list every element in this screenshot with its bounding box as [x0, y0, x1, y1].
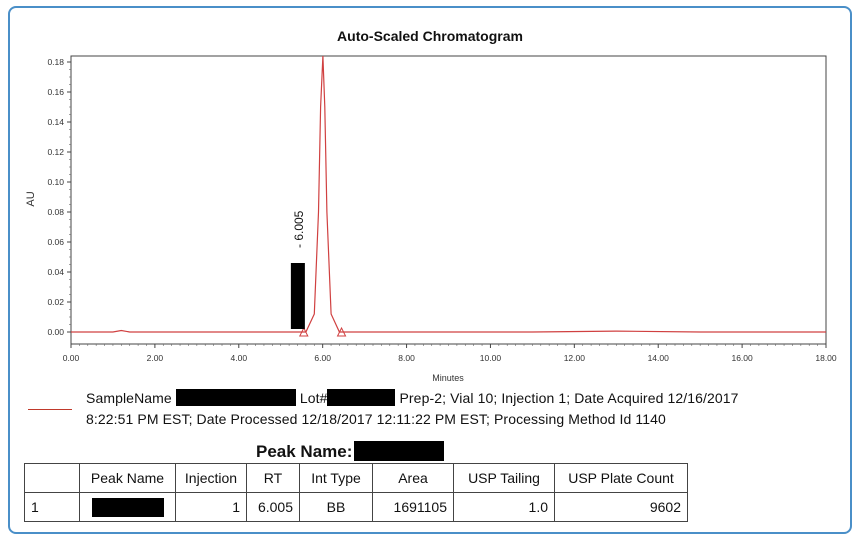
peak-table: Peak Name Injection RT Int Type Area USP…	[24, 463, 688, 522]
y-tick-label: 0.02	[47, 297, 64, 307]
cell-usp-tailing: 1.0	[453, 492, 555, 522]
x-tick-label: 0.00	[63, 353, 80, 363]
header-area: Area	[372, 463, 454, 493]
x-tick-label: 16.00	[731, 353, 753, 363]
peak-table-header: Peak Name Injection RT Int Type Area USP…	[24, 463, 688, 493]
y-tick-label: 0.16	[47, 87, 64, 97]
y-tick-label: 0.14	[47, 117, 64, 127]
header-int-type: Int Type	[299, 463, 373, 493]
y-tick-label: 0.10	[47, 177, 64, 187]
cell-peak-name	[79, 492, 176, 522]
integration-marker	[336, 326, 347, 337]
x-tick-label: 6.00	[314, 353, 331, 363]
y-tick-label: 0.00	[47, 327, 64, 337]
peak-name-title: Peak Name:	[256, 441, 445, 462]
header-peak-name: Peak Name	[79, 463, 176, 493]
header-index	[24, 463, 80, 493]
header-usp-plate-count: USP Plate Count	[554, 463, 688, 493]
x-tick-label: 18.00	[815, 353, 837, 363]
chart-title: Auto-Scaled Chromatogram	[337, 28, 523, 44]
cell-int-type: BB	[299, 492, 373, 522]
x-axis-label: Minutes	[432, 373, 464, 383]
x-tick-label: 2.00	[147, 353, 164, 363]
header-injection: Injection	[175, 463, 247, 493]
sample-name-label: SampleName	[86, 390, 172, 406]
cell-index: 1	[24, 492, 80, 522]
y-axis-label: AU	[25, 191, 37, 206]
plot-area	[70, 55, 827, 345]
peak-label: - 6.005	[292, 210, 306, 248]
report-frame	[8, 6, 852, 534]
sample-info-line-1-rest: Prep-2; Vial 10; Injection 1; Date Acqui…	[399, 390, 739, 406]
header-usp-tailing: USP Tailing	[453, 463, 555, 493]
x-tick-label: 4.00	[231, 353, 248, 363]
chromatogram-line	[71, 55, 826, 333]
y-tick-label: 0.06	[47, 237, 64, 247]
y-tick-label: 0.18	[47, 57, 64, 67]
redacted-peak-name	[91, 497, 164, 517]
series-layer	[71, 55, 826, 337]
redacted-peak-label	[290, 263, 305, 329]
integration-marker	[298, 326, 309, 337]
sample-info-line-2: 8:22:51 PM EST; Date Processed 12/18/201…	[86, 411, 666, 427]
sample-info: SampleName Lot# Prep-2; Vial 10; Injecti…	[86, 388, 846, 430]
redacted-lot	[327, 389, 396, 406]
cell-usp-plate-count: 9602	[554, 492, 688, 522]
x-tick-label: 10.00	[480, 353, 502, 363]
redacted-sample-name	[175, 389, 296, 406]
x-tick-label: 12.00	[564, 353, 586, 363]
x-tick-label: 14.00	[648, 353, 670, 363]
header-rt: RT	[246, 463, 300, 493]
sample-info-line-1: SampleName Lot# Prep-2; Vial 10; Injecti…	[86, 388, 846, 409]
x-tick-label: 8.00	[398, 353, 415, 363]
y-tick-label: 0.04	[47, 267, 64, 277]
annotation-layer: - 6.005	[290, 210, 306, 329]
lot-label: Lot#	[299, 390, 328, 406]
chromatogram-chart: Auto-Scaled Chromatogram 0.000.020.040.0…	[25, 28, 837, 383]
peak-name-title-label: Peak Name:	[256, 442, 353, 461]
redacted-peak-name-title	[354, 441, 445, 461]
cell-area: 1691105	[372, 492, 454, 522]
cell-injection: 1	[175, 492, 247, 522]
y-tick-label: 0.08	[47, 207, 64, 217]
x-axis: 0.00 2.00 4.00 6.00 8.00 10.00 12.00 14.00 16.00…	[63, 344, 837, 363]
legend-swatch	[28, 409, 72, 410]
y-axis: 0.00 0.02 0.04 0.06 0.08 0.10 0.12 0.14 0.16 0.18	[47, 57, 71, 337]
cell-rt: 6.005	[246, 492, 300, 522]
y-tick-label: 0.12	[47, 147, 64, 157]
table-row: 1 1 6.005 BB 1691105 1.0 9602	[24, 492, 688, 522]
